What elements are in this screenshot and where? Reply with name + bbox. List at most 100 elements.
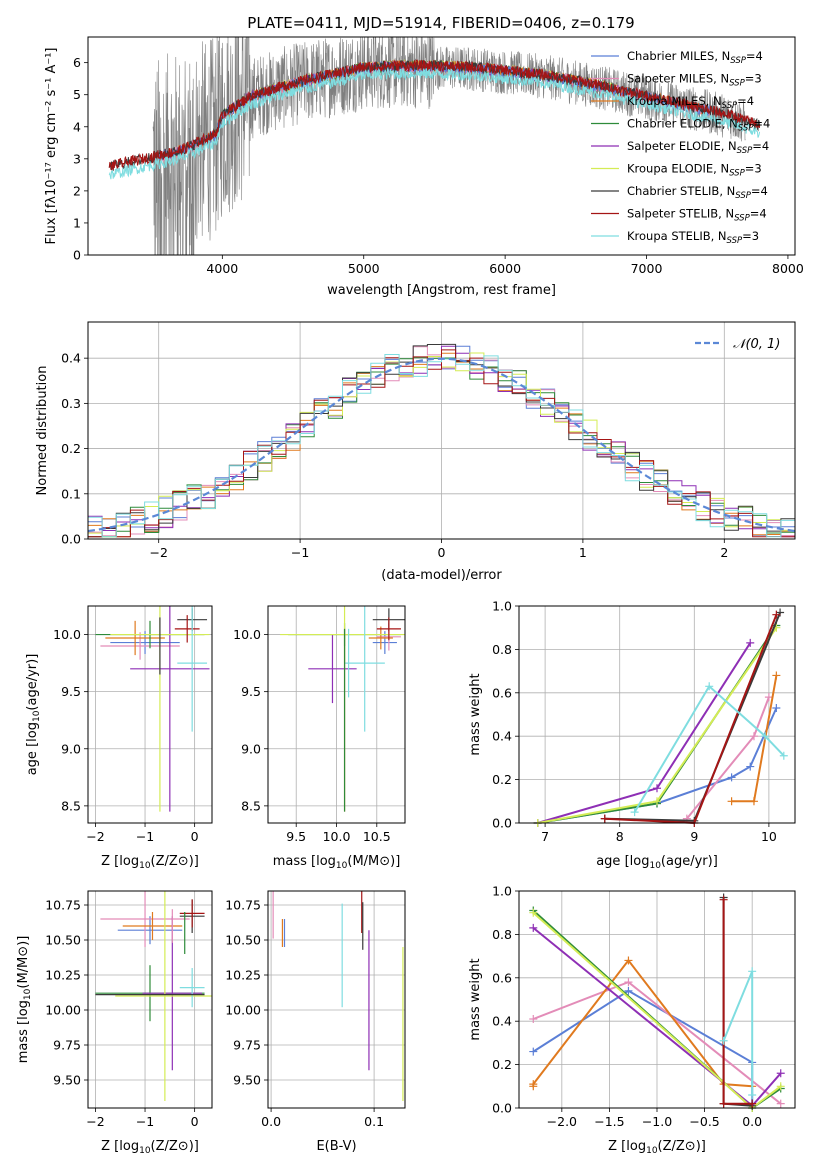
legend-label-main: Salpeter STELIB, N xyxy=(627,207,734,221)
x-tick-label: 10.0 xyxy=(323,829,351,844)
residuals-axes: −2 −1 0 1 2 0.0 0.1 0.2 0.3 0.4 xyxy=(61,322,795,560)
x-tick-label: 8 xyxy=(616,829,624,844)
label-part: mass [ xyxy=(16,1020,31,1063)
age_vs_mass-frame xyxy=(267,605,406,824)
weight-marker xyxy=(624,986,633,995)
legend-label-main: Salpeter MILES, N xyxy=(627,72,729,86)
chabrier-stelib-weight-line xyxy=(604,612,782,822)
label-part: (age/yr)] xyxy=(661,854,718,869)
y-tick-label: 9.0 xyxy=(61,741,81,756)
legend-label-subscript: SSP xyxy=(727,236,743,246)
legend-label-main: Salpeter ELODIE, N xyxy=(627,139,737,153)
mass_vs_Z-axes: −2 −1 0 9.50 9.75 10.00 10.25 10.50 10.75 xyxy=(45,891,212,1129)
weight-marker xyxy=(727,773,736,782)
weight-marker xyxy=(624,978,633,987)
chabrier-stelib-weight-line xyxy=(722,897,753,1107)
legend-label: Kroupa ELODIE, NSSP=3 xyxy=(627,162,762,179)
y-tick-label: 9.75 xyxy=(53,1038,81,1053)
y-tick-label: 10.50 xyxy=(225,933,261,948)
weight-marker xyxy=(529,1015,538,1024)
y-tick-label: 9.5 xyxy=(61,684,81,699)
weight_vs_age-frame xyxy=(518,605,796,824)
residuals-y-label: Normed distribution xyxy=(35,366,50,496)
log-text: log xyxy=(16,1000,31,1020)
weight-marker xyxy=(772,610,781,619)
weight-marker xyxy=(719,895,728,904)
label-part: (Z/Z⊙)] xyxy=(151,854,199,869)
legend-label-main: Kroupa ELODIE, N xyxy=(627,162,729,176)
y-tick-label: 9.0 xyxy=(241,741,261,756)
y-tick-label: 8.5 xyxy=(241,798,261,813)
kroupa-stelib-spectrum-line xyxy=(108,67,761,180)
y-tick-label: 4 xyxy=(73,119,81,134)
label-part: Z [ xyxy=(608,1139,626,1154)
spectrum-axes: 4000 5000 6000 7000 8000 0 1 2 3 4 5 6 xyxy=(73,55,804,276)
y-tick-label: 2 xyxy=(73,183,81,198)
legend-label-subscript: SSP xyxy=(735,191,751,201)
y-tick-label: 10.75 xyxy=(45,898,81,913)
log-text: log xyxy=(119,854,139,869)
weight-marker xyxy=(746,762,755,771)
y-tick-label: 0.0 xyxy=(492,1101,512,1116)
weight-marker xyxy=(529,1080,538,1089)
weight_vs_Z-axes: −2.0 −1.5 −1.0 −0.5 0.0 0.0 0.2 0.4 0.6 0.8 1.0 xyxy=(492,884,795,1129)
errorbar-point xyxy=(179,968,205,1008)
observed-spectrum-line xyxy=(152,37,746,255)
weight-marker xyxy=(719,1099,728,1108)
errorbar-point xyxy=(174,615,200,643)
legend-label-normal: 𝒩(0, 1) xyxy=(733,337,780,352)
mass_vs_EBV-frame xyxy=(267,890,406,1109)
label-part: (M/M⊙)] xyxy=(347,854,400,869)
weight_vs_age-x-label: age [log10(age/yr)] xyxy=(596,854,718,871)
residuals-frame xyxy=(87,321,796,540)
spectrum-lines xyxy=(108,37,761,255)
x-tick-label: 7000 xyxy=(631,261,663,276)
legend-label-suffix: =4 xyxy=(753,117,770,131)
spectrum-y-label: Flux [fλ10⁻¹⁷ erg cm⁻² s⁻¹ A⁻¹] xyxy=(44,48,59,245)
weight-marker xyxy=(719,1036,728,1045)
errorbar-point xyxy=(115,891,212,1101)
x-tick-label: −1 xyxy=(136,829,154,844)
weight-marker xyxy=(776,1069,785,1078)
subscript: 10 xyxy=(23,988,33,1000)
residuals-x-label: (data-model)/error xyxy=(381,568,502,583)
legend-label: Chabrier STELIB, NSSP=4 xyxy=(627,184,768,201)
weight_vs_Z-frame xyxy=(518,890,796,1109)
weight-marker xyxy=(772,671,781,680)
label-part: age [ xyxy=(25,742,40,775)
legend-label: Kroupa STELIB, NSSP=3 xyxy=(627,229,759,246)
subscript: 10 xyxy=(32,710,42,722)
mass_vs_Z-errorbars xyxy=(95,891,212,1101)
legend-label-suffix: =4 xyxy=(752,139,769,153)
y-tick-label: 10.25 xyxy=(45,968,81,983)
label-part: (age/yr)] xyxy=(25,654,40,711)
y-tick-label: 10.75 xyxy=(225,898,261,913)
y-tick-label: 10.25 xyxy=(225,968,261,983)
age_vs_Z-x-label: Z [log10(Z/Z⊙)] xyxy=(101,854,199,871)
weight-marker xyxy=(772,703,781,712)
weight-marker xyxy=(761,732,770,741)
y-tick-label: 0.6 xyxy=(492,970,512,985)
y-tick-label: 5 xyxy=(73,87,81,102)
y-tick-label: 0.4 xyxy=(61,351,81,366)
legend-label-subscript: SSP xyxy=(722,101,738,111)
x-tick-label: 5000 xyxy=(348,261,380,276)
errorbar-point xyxy=(122,912,183,940)
x-tick-label: −1.0 xyxy=(642,1114,672,1129)
label-part: E(B-V) xyxy=(316,1139,356,1154)
x-tick-label: 0 xyxy=(191,829,199,844)
legend-label: Salpeter MILES, NSSP=3 xyxy=(627,72,762,89)
log-text: log xyxy=(630,854,650,869)
age_vs_mass-axes: 9.5 10.0 10.5 8.5 9.0 9.5 10.0 xyxy=(233,606,405,844)
y-tick-label: 10.00 xyxy=(225,1003,261,1018)
x-tick-label: 0 xyxy=(191,1114,199,1129)
mass_vs_EBV-errorbars xyxy=(272,891,404,1101)
spectrum-title: PLATE=0411, MJD=51914, FIBERID=0406, z=0… xyxy=(247,14,634,32)
y-tick-label: 9.50 xyxy=(53,1073,81,1088)
legend-label-suffix: =4 xyxy=(737,94,754,108)
x-tick-label: 1 xyxy=(579,545,587,560)
errorbar-point xyxy=(177,606,208,732)
legend-label-subscript: SSP xyxy=(730,56,746,66)
